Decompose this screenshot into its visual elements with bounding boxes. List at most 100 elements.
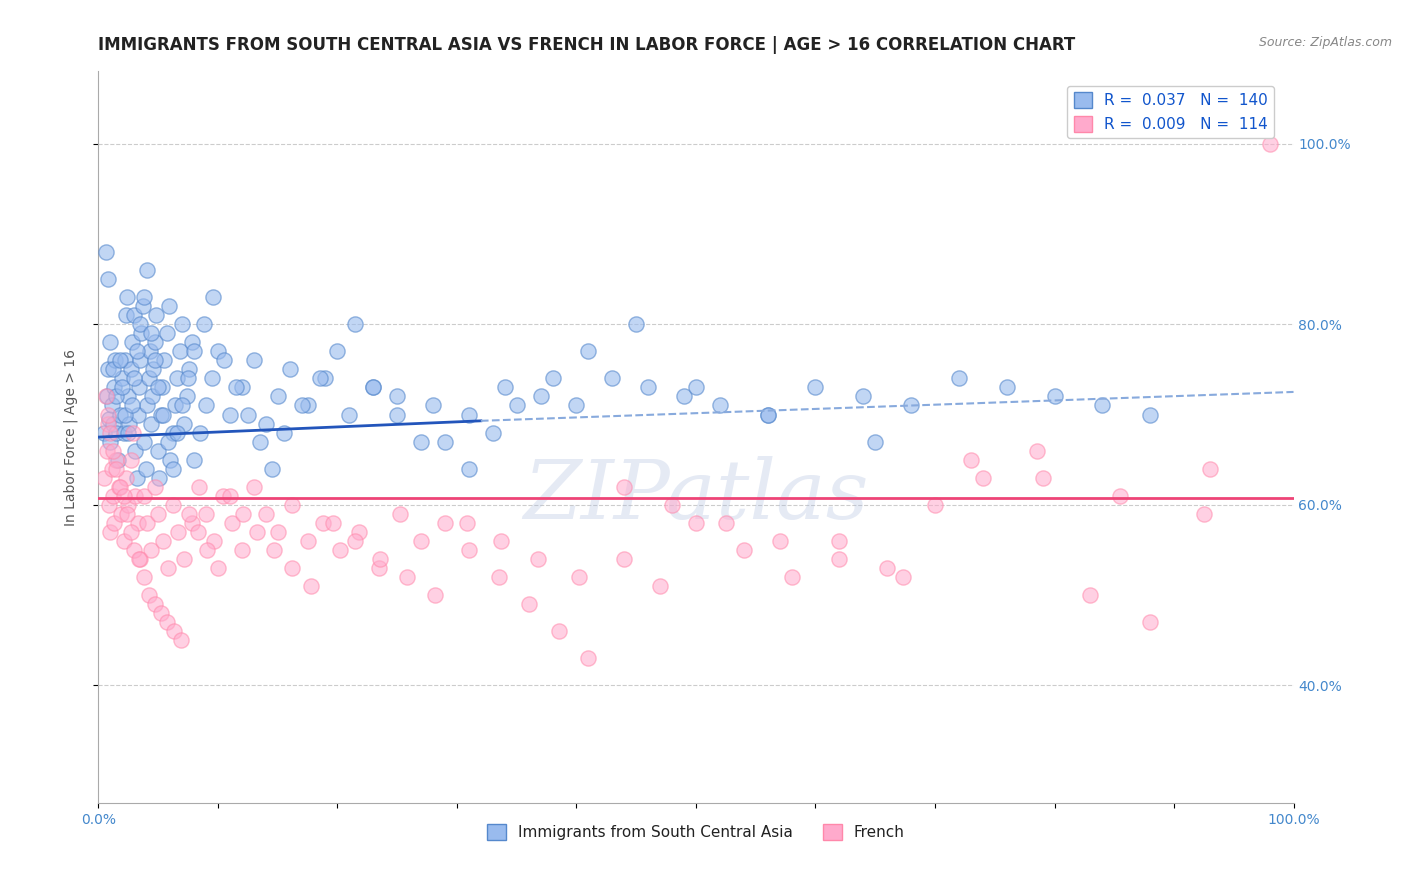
Point — [297, 533, 319, 548]
Point — [148, 471, 170, 485]
Point — [97, 272, 120, 286]
Point — [709, 399, 731, 413]
Point — [481, 425, 505, 440]
Point — [246, 524, 269, 539]
Legend: Immigrants from South Central Asia, French: Immigrants from South Central Asia, Fren… — [481, 818, 911, 847]
Point — [159, 452, 181, 467]
Point — [152, 533, 174, 548]
Point — [322, 516, 344, 530]
Point — [136, 399, 159, 413]
Point — [122, 425, 145, 440]
Point — [163, 399, 186, 413]
Point — [924, 498, 946, 512]
Point — [344, 533, 367, 548]
Text: IMMIGRANTS FROM SOUTH CENTRAL ASIA VS FRENCH IN LABOR FORCE | AGE > 16 CORRELATI: IMMIGRANTS FROM SOUTH CENTRAL ASIA VS FR… — [98, 36, 1076, 54]
Point — [139, 417, 162, 431]
Point — [231, 380, 253, 394]
Point — [434, 516, 457, 530]
Point — [115, 290, 138, 304]
Point — [458, 461, 481, 475]
Point — [121, 335, 143, 350]
Point — [117, 389, 139, 403]
Point — [506, 399, 529, 413]
Point — [167, 524, 190, 539]
Point — [138, 588, 160, 602]
Point — [148, 380, 170, 394]
Point — [172, 317, 194, 331]
Point — [207, 344, 229, 359]
Point — [104, 353, 127, 368]
Point — [281, 561, 304, 575]
Point — [714, 516, 737, 530]
Point — [395, 570, 418, 584]
Point — [136, 263, 159, 277]
Point — [756, 408, 779, 422]
Point — [150, 380, 173, 394]
Point — [195, 507, 218, 521]
Point — [347, 524, 370, 539]
Point — [232, 507, 254, 521]
Point — [278, 362, 301, 376]
Point — [132, 489, 155, 503]
Point — [101, 417, 124, 431]
Point — [249, 434, 271, 449]
Point — [114, 353, 136, 368]
Point — [613, 480, 636, 494]
Point — [115, 471, 138, 485]
Point — [1025, 443, 1047, 458]
Point — [115, 507, 138, 521]
Point — [363, 380, 385, 394]
Point — [120, 362, 142, 376]
Point — [128, 380, 150, 394]
Point — [733, 543, 755, 558]
Point — [267, 524, 290, 539]
Point — [155, 615, 177, 630]
Point — [111, 371, 134, 385]
Point — [107, 452, 129, 467]
Point — [169, 344, 191, 359]
Point — [94, 389, 117, 403]
Point — [1258, 136, 1281, 151]
Point — [195, 543, 218, 558]
Point — [207, 561, 229, 575]
Y-axis label: In Labor Force | Age > 16: In Labor Force | Age > 16 — [63, 349, 77, 525]
Point — [648, 579, 672, 593]
Point — [129, 552, 152, 566]
Point — [179, 507, 201, 521]
Point — [458, 543, 481, 558]
Point — [129, 317, 152, 331]
Point — [93, 425, 115, 440]
Point — [173, 417, 195, 431]
Point — [780, 570, 803, 584]
Point — [368, 561, 391, 575]
Point — [176, 389, 198, 403]
Text: ZIPatlas: ZIPatlas — [523, 456, 869, 535]
Point — [124, 371, 146, 385]
Point — [97, 408, 120, 422]
Point — [411, 533, 433, 548]
Point — [456, 516, 478, 530]
Point — [530, 389, 553, 403]
Point — [98, 434, 122, 449]
Point — [411, 434, 433, 449]
Point — [108, 480, 131, 494]
Point — [98, 498, 121, 512]
Point — [187, 524, 209, 539]
Point — [103, 380, 125, 394]
Point — [1043, 389, 1066, 403]
Point — [117, 425, 139, 440]
Point — [152, 408, 174, 422]
Point — [98, 412, 121, 426]
Point — [110, 507, 132, 521]
Point — [202, 290, 225, 304]
Point — [98, 335, 122, 350]
Point — [768, 533, 790, 548]
Point — [163, 624, 186, 639]
Point — [236, 408, 259, 422]
Point — [960, 452, 983, 467]
Point — [124, 489, 146, 503]
Point — [263, 543, 285, 558]
Point — [221, 516, 243, 530]
Point — [339, 408, 361, 422]
Point — [166, 371, 188, 385]
